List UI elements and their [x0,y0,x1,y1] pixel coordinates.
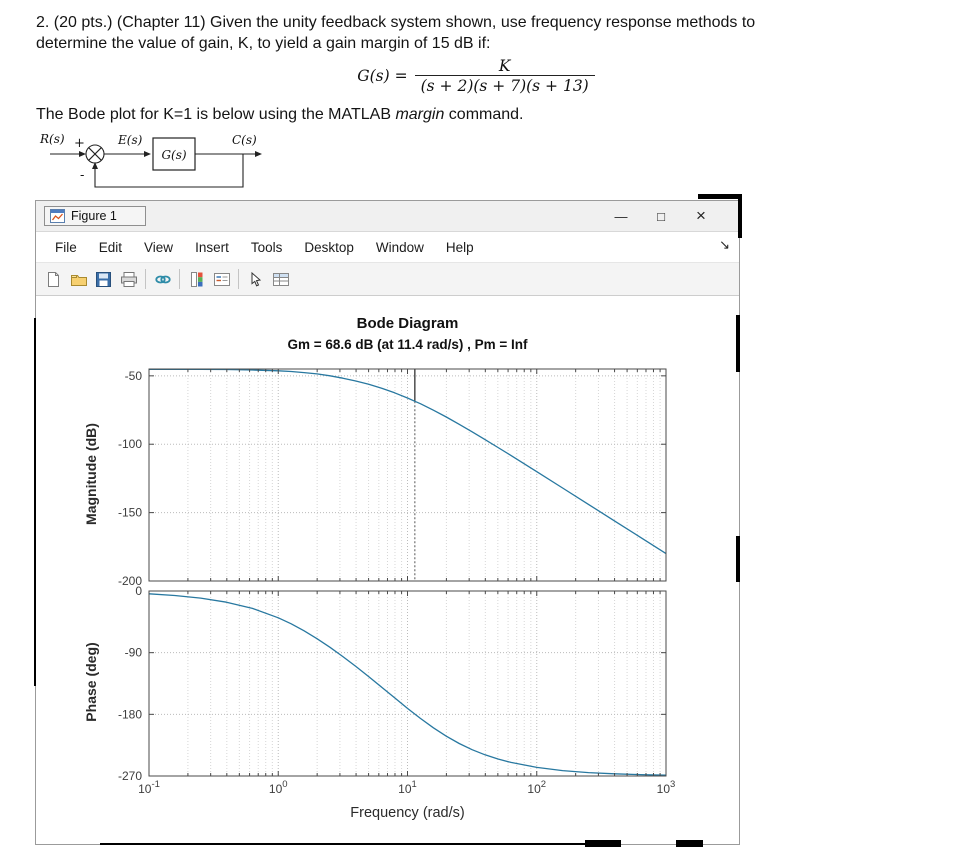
svg-text:103: 103 [657,779,676,796]
problem-line-3: The Bode plot for K=1 is below using the… [36,104,941,125]
border-fragment [738,194,742,238]
window-titlebar[interactable]: Figure 1 — □ × [36,201,739,232]
figure-toolbar [36,263,739,296]
svg-text:0: 0 [135,584,142,598]
insert-colorbar-icon[interactable] [184,267,209,292]
magnitude-axis-label: Magnitude (dB) [83,423,99,525]
menu-item-desktop[interactable]: Desktop [304,239,354,255]
svg-text:-150: -150 [118,506,142,520]
property-inspector-icon[interactable] [268,267,293,292]
problem-line-1: 2. (20 pts.) (Chapter 11) Given the unit… [36,14,756,31]
formula-numerator: K [498,57,511,75]
border-fragment [676,840,703,847]
window-controls: — □ × [601,206,739,226]
dock-figure-icon[interactable]: ↘ [719,237,730,252]
insert-legend-icon[interactable] [209,267,234,292]
figure-canvas: -50 -100 -150 -200 0 -90 -180 -270 10-1 100 101 102… [36,296,739,844]
menu-item-tools[interactable]: Tools [250,239,283,255]
menu-item-file[interactable]: File [55,239,77,255]
svg-text:-180: -180 [118,707,142,721]
formula-fraction: K (s + 2)(s + 7)(s + 13) [414,57,595,96]
edit-plot-icon[interactable] [243,267,268,292]
menu-item-view[interactable]: View [144,239,174,255]
border-fragment [34,318,36,686]
input-signal-label: R(s) [39,132,65,146]
svg-text:-100: -100 [118,437,142,451]
minimize-button[interactable]: — [614,208,628,224]
phase-axis-label: Phase (deg) [83,642,99,722]
close-button[interactable]: × [696,206,706,225]
transfer-function-formula: G(s) = K (s + 2)(s + 7)(s + 13) [36,58,916,96]
svg-text:10-1: 10-1 [138,779,160,796]
border-fragment [698,194,742,199]
new-figure-icon[interactable] [41,267,66,292]
plant-block [152,137,196,171]
toolbar-separator [145,269,146,289]
toolbar-separator [179,269,180,289]
border-fragment [100,843,605,845]
line3-post: command. [444,106,524,123]
svg-text:102: 102 [527,779,546,796]
sum-minus-sign: - [80,168,84,183]
svg-text:-50: -50 [125,369,143,383]
menu-item-help[interactable]: Help [445,239,474,255]
svg-text:-270: -270 [118,769,142,783]
svg-text:101: 101 [398,779,417,796]
frequency-axis-label: Frequency (rad/s) [350,805,465,821]
print-figure-icon[interactable] [116,267,141,292]
window-title-box: Figure 1 [44,206,146,226]
svg-text:-200: -200 [118,574,142,588]
border-fragment [736,536,740,582]
line3-pre: The Bode plot for K=1 is below using the… [36,106,396,123]
link-plot-icon[interactable] [150,267,175,292]
svg-text:100: 100 [269,779,288,796]
output-signal-label: C(s) [232,133,257,147]
formula-lhs: G(s) = [357,67,408,85]
matlab-figure-icon [50,209,65,223]
maximize-button[interactable]: □ [657,208,665,224]
menu-item-window[interactable]: Window [375,239,424,255]
error-signal-label: E(s) [117,133,143,147]
line3-margin-word: margin [395,106,445,123]
chart-title: Bode Diagram [356,315,459,332]
menu-bar: File Edit View Insert Tools Desktop Wind… [36,232,739,263]
chart-subtitle: Gm = 68.6 dB (at 11.4 rad/s) , Pm = Inf [287,337,528,352]
border-fragment [736,315,740,372]
menu-item-insert[interactable]: Insert [195,239,229,255]
save-figure-icon[interactable] [91,267,116,292]
matlab-figure-window: Figure 1 — □ × File Edit View Insert Too… [35,200,740,845]
formula-denominator: (s + 2)(s + 7)(s + 13) [414,75,595,96]
border-fragment [585,840,621,847]
sum-plus-sign: + [74,136,85,151]
toolbar-separator [238,269,239,289]
window-title: Figure 1 [71,209,117,223]
problem-line-2: determine the value of gain, K, to yield… [36,35,491,52]
block-diagram: R(s) + E(s) G(s) C(s) - [39,132,262,188]
svg-text:-90: -90 [125,646,143,660]
menu-item-edit[interactable]: Edit [98,239,123,255]
plant-block-label: G(s) [161,148,186,162]
open-file-icon[interactable] [66,267,91,292]
